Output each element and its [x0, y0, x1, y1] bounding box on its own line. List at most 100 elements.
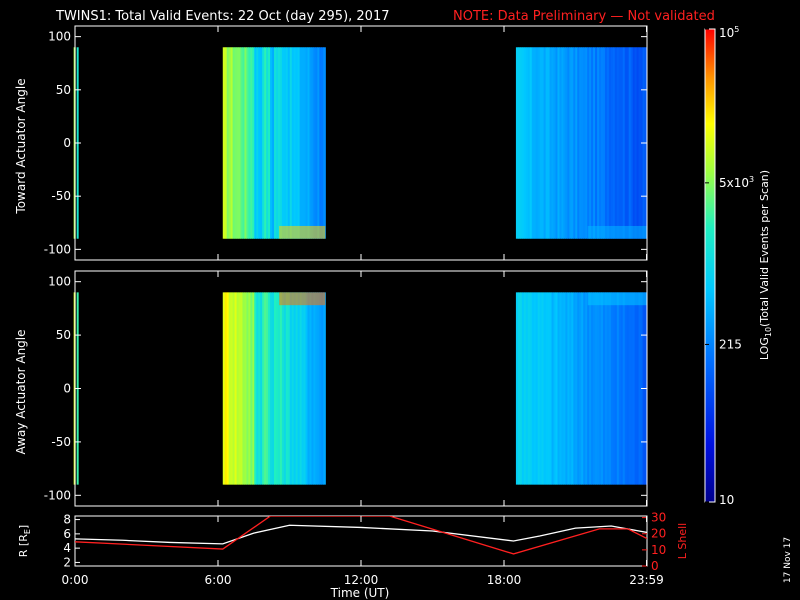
spectrogram-cell [523, 292, 527, 485]
spectrogram-cell [266, 292, 269, 485]
spectrogram-cell [246, 292, 249, 485]
spectrogram-cell [301, 292, 305, 485]
spectrogram-cell [628, 292, 632, 485]
spectrogram-cell [254, 292, 257, 485]
spectrogram-cell [587, 292, 590, 485]
spectrogram-cell [575, 292, 578, 485]
spectrogram-cell [618, 292, 622, 485]
spectrogram-cell [297, 292, 301, 485]
spectrogram-cell [283, 47, 287, 239]
colorbar-tick-label: 5x103 [719, 175, 754, 190]
spectrogram-cell [262, 292, 265, 485]
spectrogram-cell [248, 47, 251, 239]
spectrogram-cell [543, 47, 547, 239]
radius-tick-label: 4 [63, 541, 71, 555]
spectrogram-cell [277, 47, 281, 239]
spectrogram-cell [606, 292, 610, 485]
spectrogram-cell [583, 292, 586, 485]
spectrogram-cell [620, 47, 624, 239]
spectrogram-cell [626, 292, 630, 485]
spectrogram-cell [602, 292, 606, 485]
spectrogram-cell [539, 47, 543, 239]
spectrogram-cell [291, 292, 295, 485]
spectrogram-cell [262, 47, 265, 239]
spectrogram-cell [226, 47, 230, 239]
lshell-tick-label: 0 [651, 559, 659, 573]
spectrogram-cell [521, 292, 525, 485]
x-tick-label: 0:00 [62, 573, 89, 587]
spectrogram-cell [287, 47, 291, 239]
lshell-line [75, 516, 647, 555]
spectrogram-cell [535, 292, 539, 485]
spectrogram-cell [555, 47, 559, 239]
colorbar [704, 28, 716, 503]
spectrogram-cell [618, 47, 622, 239]
spectrogram-cell [612, 47, 616, 239]
spectrogram-cell [581, 292, 584, 485]
x-tick-label: 23:59 [629, 573, 664, 587]
spectrogram-cell [222, 47, 226, 239]
y-tick-label: -50 [51, 435, 71, 449]
spectrogram-cell [587, 225, 647, 239]
spectrogram-cell [543, 292, 547, 485]
spectrogram-cell [624, 292, 628, 485]
spectrogram-cell [315, 292, 318, 485]
radius-line [75, 524, 647, 545]
spectrogram-cell [305, 47, 309, 239]
spectrogram-cell [305, 292, 309, 485]
spectrogram-cell [591, 47, 594, 239]
toward-angle-spectrogram: -100 -50 0 50 100 [44, 25, 648, 261]
spectrogram-cell [222, 292, 226, 485]
spectrogram-cell [264, 47, 267, 239]
spectrogram-cell [541, 292, 545, 485]
spectrogram-cell [579, 292, 582, 485]
spectrogram-cell [315, 47, 318, 239]
spectrogram-cell [515, 47, 519, 239]
spectrogram-cell [622, 47, 626, 239]
spectrogram-cell [563, 292, 566, 485]
spectrogram-cell [250, 292, 253, 485]
spectrogram-cell [295, 292, 299, 485]
spectrogram-cell [545, 292, 549, 485]
spectrogram-cell [240, 47, 244, 239]
spectrogram-cell [583, 47, 586, 239]
spectrogram-cell [630, 47, 634, 239]
away-angle-ylabel: Away Actuator Angle [14, 329, 28, 454]
spectrogram-cell [232, 47, 236, 239]
spectrogram-cell [601, 47, 604, 239]
spectrogram-cell [632, 47, 636, 239]
spectrogram-cell [569, 292, 572, 485]
spectrogram-cell [519, 47, 523, 239]
spectrogram-cell [236, 47, 240, 239]
spectrogram-cell [547, 47, 551, 239]
spectrogram-cell [563, 47, 566, 239]
spectrogram-cell [632, 292, 636, 485]
spectrogram-cell [266, 47, 269, 239]
spectrogram-cell [527, 292, 531, 485]
spectrogram-cell [636, 292, 640, 485]
spectrogram-cell [561, 292, 565, 485]
spectrogram-cell [248, 292, 251, 485]
spectrogram-cell [628, 47, 632, 239]
spectrogram-cell [234, 292, 238, 485]
colorbar-ticks: 10 215 5x103 105 [705, 25, 754, 507]
date-stamp: 17 Nov 17 [783, 537, 793, 583]
spectrogram-cell [533, 292, 537, 485]
spectrogram-cell [527, 47, 531, 239]
y-tick-label: -100 [44, 488, 71, 502]
spectrogram-cell [236, 292, 240, 485]
spectrogram-cell [597, 47, 600, 239]
spectrogram-cell [567, 47, 570, 239]
spectrogram-cell [252, 47, 255, 239]
x-tick-label: 6:00 [205, 573, 232, 587]
spectrogram-cell [246, 47, 249, 239]
spectrogram-cell [234, 47, 238, 239]
spectrogram-cell [636, 47, 640, 239]
spectrogram-cell [274, 292, 277, 485]
spectrogram-cell [228, 292, 232, 485]
spectrogram-cell [608, 292, 612, 485]
spectrogram-cell [537, 47, 541, 239]
spectrogram-cell [533, 47, 537, 239]
spectrogram-cell [525, 292, 529, 485]
spectrogram-cell [634, 47, 638, 239]
